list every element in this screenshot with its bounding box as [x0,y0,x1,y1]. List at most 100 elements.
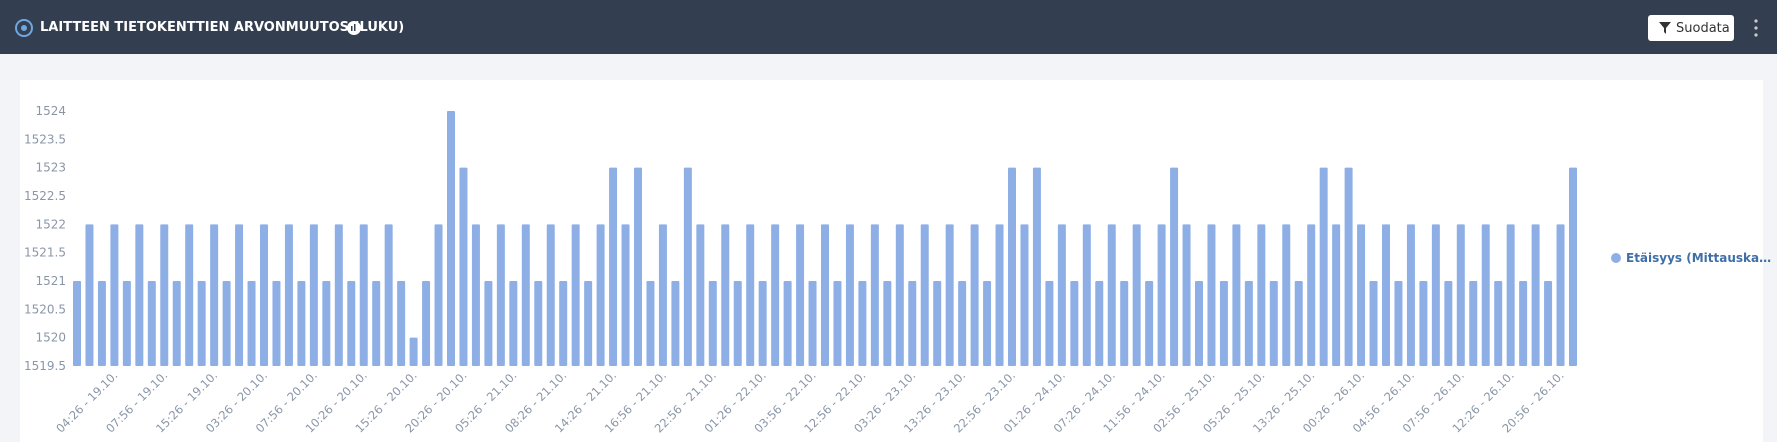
bar [509,281,518,366]
bar [596,224,605,366]
bar [1195,281,1203,366]
filter-button-label: Suodata [1676,21,1730,36]
bar [1057,224,1066,366]
bar [671,281,680,366]
bar [85,224,94,366]
bar [1419,281,1428,366]
y-tick-label: 1522 [35,217,66,231]
bar [783,281,792,366]
bar [210,224,219,366]
bar [247,281,256,366]
bar [422,281,431,366]
y-tick-label: 1524 [35,104,66,118]
bar [1494,281,1503,366]
bar [1307,224,1316,366]
bar [746,224,755,366]
bar [1357,224,1366,366]
legend-marker [1611,253,1621,263]
bar [73,281,81,366]
bar [1531,224,1540,366]
bar [771,224,780,366]
bar [496,224,505,366]
bar [1282,224,1291,366]
bar [1257,224,1266,366]
bar [1157,224,1166,366]
bar [995,224,1004,366]
header: LAITTEEN TIETOKENTTIEN ARVONMUUTOS (LUKU… [0,0,1777,54]
bar [297,281,306,366]
y-tick-label: 1521 [35,274,66,288]
y-tick-label: 1520 [35,331,66,345]
bar [559,281,568,366]
bar [1120,281,1129,366]
bar [796,224,805,366]
bar [646,281,655,366]
bar [908,281,917,366]
bar [584,281,593,366]
bar [858,281,867,366]
bar [260,224,268,366]
bar [1020,224,1029,366]
bar [1032,167,1041,366]
bar [110,224,119,366]
bar [160,224,169,366]
bar [870,224,879,366]
bar [1319,167,1328,366]
bar [235,224,244,366]
bar [1382,224,1390,366]
bar [721,224,730,366]
bar [384,224,393,366]
bar [683,167,692,366]
bar [459,167,468,366]
bar [322,281,331,366]
bar [1232,224,1241,366]
bar [1244,281,1253,366]
filter-button[interactable]: Suodata [1648,15,1734,41]
bar [197,281,206,366]
logo-icon [15,19,33,37]
y-tick-label: 1520.5 [24,302,66,316]
bar [272,281,281,366]
bar [534,281,543,366]
bar [883,281,892,366]
bar [733,281,742,366]
bar [708,281,717,366]
bar [1369,281,1378,366]
bar [1406,224,1415,366]
bar [970,224,979,366]
legend-label: Etäisyys (Mittauska… [1626,251,1771,265]
y-tick-label: 1523 [35,161,66,175]
bar [521,224,530,366]
bar [1332,224,1341,366]
bar [1045,281,1054,366]
bar [409,337,418,366]
menu-icon[interactable] [1753,18,1759,38]
bar [1294,281,1303,366]
header-title: LAITTEEN TIETOKENTTIEN ARVONMUUTOS (LUKU… [40,20,405,35]
bar [135,224,144,366]
bar [447,111,455,366]
bar [222,281,231,366]
bar [484,281,493,366]
bar [808,281,817,366]
bar [471,224,480,366]
bar [895,224,904,366]
bar [983,281,992,366]
bar [434,224,443,366]
bar [1095,281,1104,366]
bar [609,167,618,366]
info-icon [347,21,361,35]
bar [372,281,381,366]
bar [122,281,131,366]
bar [1182,224,1191,366]
bar [1107,224,1116,366]
bar [1556,224,1565,366]
bar [621,224,630,366]
bar [1444,281,1453,366]
bar [172,281,181,366]
bar [97,281,106,366]
bar [397,281,406,366]
bar [958,281,967,366]
bar [1269,281,1278,366]
